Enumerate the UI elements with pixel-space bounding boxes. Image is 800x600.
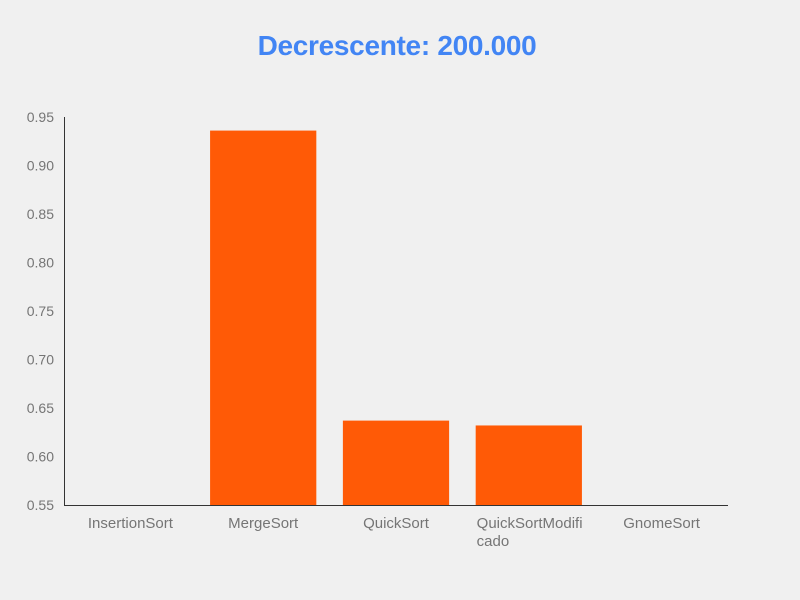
bar (342, 420, 450, 505)
bar (475, 425, 582, 505)
y-tick-labels: 0.55 0.60 0.65 0.70 0.75 0.80 0.85 0.90 0.95 (27, 109, 54, 513)
y-tick-label: 0.75 (27, 303, 54, 319)
y-tick-label: 0.90 (27, 158, 54, 174)
chart-title: Decrescente: 200.000 (257, 30, 537, 61)
y-tick-label: 0.95 (27, 109, 54, 125)
bars (210, 130, 582, 505)
y-tick-label: 0.85 (27, 206, 54, 222)
x-tick-label: MergeSort (228, 515, 299, 532)
x-tick-label: GnomeSort (623, 515, 701, 532)
y-tick-label: 0.55 (27, 497, 54, 513)
y-tick-label: 0.65 (27, 400, 54, 416)
bar (210, 130, 317, 505)
x-tick-label: QuickSort (363, 515, 430, 532)
y-tick-label: 0.60 (27, 449, 54, 465)
x-tick-label: QuickSortModifi (477, 515, 583, 532)
x-tick-labels: InsertionSort MergeSort QuickSort QuickSort… (88, 515, 701, 550)
x-tick-label: InsertionSort (88, 515, 174, 532)
y-tick-label: 0.70 (27, 352, 54, 368)
x-tick-label: cado (477, 533, 510, 550)
y-tick-label: 0.80 (27, 255, 54, 271)
